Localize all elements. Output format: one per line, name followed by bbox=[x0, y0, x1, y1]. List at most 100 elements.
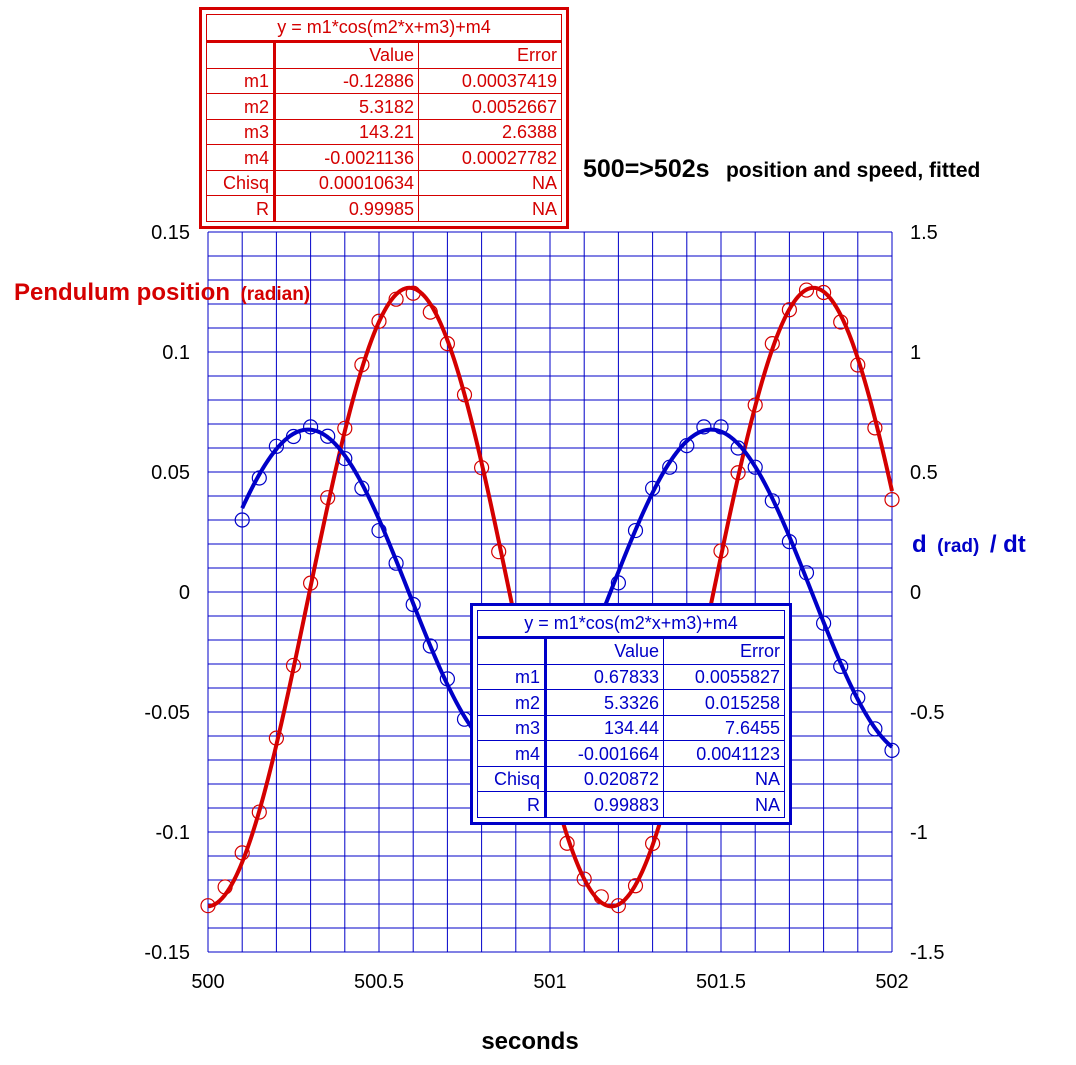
y2-tick-label: 1.5 bbox=[910, 222, 938, 244]
y1-tick-label: -0.1 bbox=[156, 822, 190, 844]
fit-value: 0.00010634 bbox=[274, 169, 419, 197]
y1-tick-label: -0.15 bbox=[144, 942, 190, 964]
y1-axis-label-unit: (radian) bbox=[240, 284, 310, 305]
y2-axis-label-pre: d bbox=[912, 531, 927, 558]
x-axis-ticks: 500 500.5 501 501.5 502 bbox=[191, 971, 908, 993]
fit-param: R bbox=[206, 195, 276, 222]
fit-error: NA bbox=[418, 195, 562, 222]
data-point bbox=[217, 879, 233, 895]
left-axis-ticks: 0.15 0.1 0.05 0 -0.05 -0.1 -0.15 bbox=[144, 222, 190, 964]
fit-value: 0.99985 bbox=[274, 195, 419, 222]
fit-value: 0.67833 bbox=[545, 663, 664, 691]
data-point bbox=[405, 596, 421, 613]
fit-param: m4 bbox=[206, 144, 276, 171]
fit-param: Chisq bbox=[206, 169, 276, 197]
data-point bbox=[867, 721, 883, 737]
y2-axis-label: d (rad) / dt bbox=[912, 531, 1026, 558]
y1-axis-label: Pendulum position (radian) bbox=[14, 279, 310, 306]
data-point bbox=[354, 357, 370, 373]
fit-param: m1 bbox=[477, 663, 547, 691]
fit-header: Error bbox=[663, 636, 785, 665]
fit-value: 134.44 bbox=[545, 714, 664, 742]
data-point bbox=[388, 291, 404, 307]
data-point bbox=[491, 544, 507, 560]
data-point bbox=[713, 419, 729, 435]
fit-header bbox=[206, 40, 276, 69]
fit-row: m2 5.3326 0.015258 bbox=[477, 689, 785, 716]
data-point bbox=[251, 804, 267, 820]
data-point bbox=[200, 898, 216, 914]
data-point bbox=[833, 658, 849, 675]
fit-param: m2 bbox=[206, 93, 276, 120]
fit-error: 0.0055827 bbox=[663, 663, 785, 691]
y1-tick-label: 0 bbox=[179, 582, 190, 604]
y2-axis-label-unit: (rad) bbox=[937, 536, 979, 557]
fit-param: m3 bbox=[206, 118, 276, 146]
fit-error: NA bbox=[663, 765, 785, 793]
data-point bbox=[371, 522, 387, 539]
data-point bbox=[884, 492, 900, 508]
data-point bbox=[337, 450, 353, 467]
y2-tick-label: 1 bbox=[910, 342, 921, 364]
data-point bbox=[268, 438, 284, 454]
fit-header: Value bbox=[274, 40, 419, 69]
data-point bbox=[747, 397, 763, 413]
data-point bbox=[781, 533, 798, 550]
data-point bbox=[867, 420, 883, 436]
data-point bbox=[320, 490, 336, 506]
data-point bbox=[679, 438, 695, 454]
data-point bbox=[627, 522, 644, 539]
fit-error: 0.0052667 bbox=[418, 93, 562, 120]
fit-row: m4 -0.001664 0.0041123 bbox=[477, 740, 785, 767]
fit-value: -0.0021136 bbox=[274, 144, 419, 171]
data-point bbox=[764, 336, 780, 352]
fit-error: NA bbox=[663, 791, 785, 818]
data-point bbox=[627, 878, 644, 894]
fit-row: m1 -0.12886 0.00037419 bbox=[206, 67, 562, 95]
data-point bbox=[303, 419, 319, 435]
data-point bbox=[439, 336, 455, 352]
fit-value: 143.21 bbox=[274, 118, 419, 146]
fit-error: 0.0041123 bbox=[663, 740, 785, 767]
x-axis-label: seconds bbox=[481, 1028, 578, 1055]
y1-tick-label: 0.15 bbox=[151, 222, 190, 244]
fit-param: m1 bbox=[206, 67, 276, 95]
fit-row: m3 134.44 7.6455 bbox=[477, 714, 785, 742]
data-point bbox=[730, 465, 746, 481]
y1-axis-label-main: Pendulum position bbox=[14, 279, 230, 306]
y1-tick-label: -0.05 bbox=[144, 702, 190, 724]
fit-table-speed: y = m1*cos(m2*x+m3)+m4 Value Error m1 0.67… bbox=[470, 603, 792, 825]
data-point bbox=[884, 742, 900, 759]
y2-tick-label: -1.5 bbox=[910, 942, 944, 964]
y2-tick-label: -0.5 bbox=[910, 702, 944, 724]
data-point bbox=[405, 285, 421, 301]
data-point bbox=[610, 575, 627, 591]
fit-value: -0.12886 bbox=[274, 67, 419, 95]
fit-error: 0.00027782 bbox=[418, 144, 562, 171]
fit-value: 5.3182 bbox=[274, 93, 419, 120]
data-point bbox=[815, 615, 832, 631]
fit-row: Chisq 0.020872 NA bbox=[477, 765, 785, 793]
data-point bbox=[559, 835, 575, 851]
fit-header bbox=[477, 636, 547, 665]
data-point bbox=[388, 555, 404, 571]
data-point bbox=[696, 419, 712, 435]
chart-title-main: 500=>502s bbox=[583, 155, 710, 183]
data-point bbox=[850, 357, 866, 373]
fit-row: m3 143.21 2.6388 bbox=[206, 118, 562, 146]
data-point bbox=[576, 871, 592, 887]
data-point bbox=[730, 440, 746, 456]
fit-value: 5.3326 bbox=[545, 689, 664, 716]
data-point bbox=[285, 428, 302, 445]
data-point bbox=[337, 420, 353, 436]
fit-table-position: y = m1*cos(m2*x+m3)+m4 Value Error m1 -0.1… bbox=[199, 7, 569, 229]
data-point bbox=[422, 638, 438, 654]
data-point bbox=[662, 459, 678, 475]
data-point bbox=[439, 671, 455, 687]
data-point bbox=[320, 428, 336, 444]
data-point bbox=[251, 470, 267, 486]
x-tick-label: 501 bbox=[533, 971, 566, 993]
data-point bbox=[747, 459, 763, 475]
y2-axis-label-post: / dt bbox=[990, 531, 1026, 558]
fit-param: m2 bbox=[477, 689, 547, 716]
